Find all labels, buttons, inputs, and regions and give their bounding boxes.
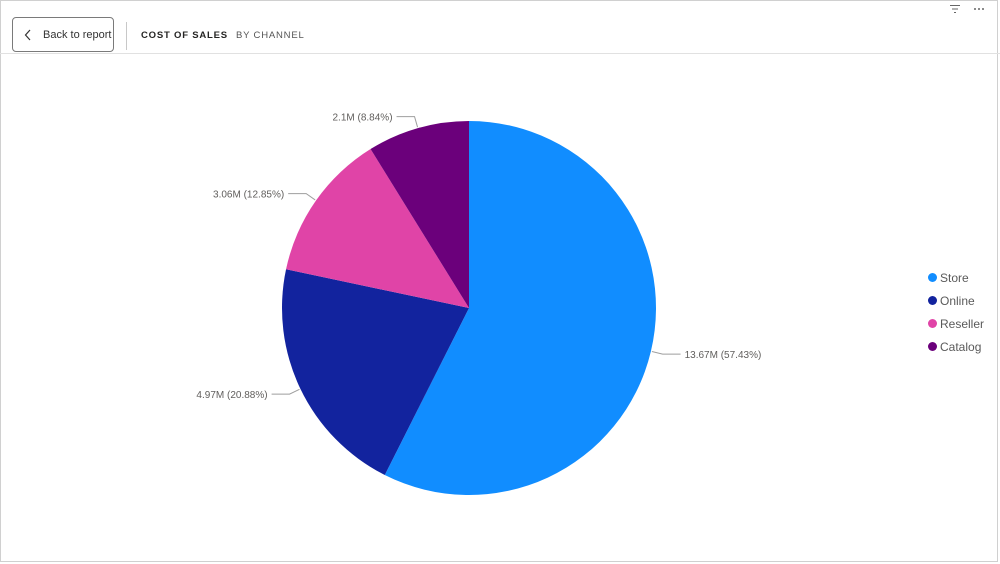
chart-legend: Store Online Reseller Catalog <box>928 266 984 358</box>
breadcrumb-visual-subtitle: BY CHANNEL <box>236 30 305 41</box>
pie-slice-reseller[interactable] <box>286 149 469 308</box>
header-divider <box>126 22 127 50</box>
filter-icon[interactable] <box>948 2 962 16</box>
breadcrumb-visual-title: COST OF SALES <box>141 30 228 41</box>
visual-header-icons <box>948 2 986 16</box>
legend-label: Reseller <box>940 316 985 331</box>
pie-slice-store[interactable] <box>384 121 656 496</box>
focus-mode-header: Back to report COST OF SALES BY CHANNEL <box>0 0 1000 54</box>
data-label-online: 4.97M (20.88%) <box>196 390 267 401</box>
legend-label: Online <box>940 293 975 308</box>
leader-line-reseller <box>288 193 316 201</box>
legend-marker <box>928 296 937 305</box>
pie-chart: 13.67M (57.43%) 4.97M (20.88%) 3.06M (12.8… <box>196 113 762 496</box>
legend-marker <box>928 342 937 351</box>
leader-line-store <box>651 351 681 355</box>
legend-marker <box>928 319 937 328</box>
leader-line-catalog <box>396 116 419 128</box>
legend-item-reseller[interactable]: Reseller <box>928 312 984 335</box>
data-label-reseller: 3.06M (12.85%) <box>213 190 284 201</box>
legend-label: Store <box>940 270 969 285</box>
legend-item-catalog[interactable]: Catalog <box>928 335 984 358</box>
legend-marker <box>928 273 937 282</box>
legend-label: Catalog <box>940 339 982 354</box>
more-options-icon[interactable] <box>972 2 986 16</box>
legend-item-online[interactable]: Online <box>928 289 984 312</box>
leader-line-online <box>271 388 300 395</box>
data-label-store: 13.67M (57.43%) <box>685 350 762 361</box>
back-to-report-button[interactable]: Back to report <box>12 17 114 52</box>
chevron-left-icon <box>17 29 39 41</box>
pie-slice-catalog[interactable] <box>370 121 469 308</box>
data-label-catalog: 2.1M (8.84%) <box>333 113 393 124</box>
pie-slice-online[interactable] <box>281 269 469 475</box>
back-to-report-label: Back to report <box>43 28 112 41</box>
legend-item-store[interactable]: Store <box>928 266 984 289</box>
